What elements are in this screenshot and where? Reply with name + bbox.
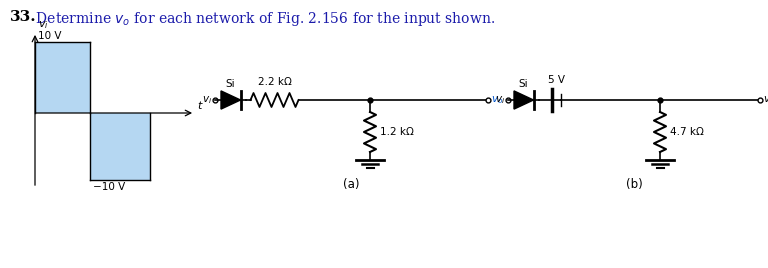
Text: Determine $v_o$ for each network of Fig. 2.156 for the input shown.: Determine $v_o$ for each network of Fig.… <box>27 10 495 28</box>
Text: Si: Si <box>518 79 528 89</box>
Text: −10 V: −10 V <box>93 182 125 192</box>
Text: $v_o$: $v_o$ <box>763 94 768 106</box>
Text: Si: Si <box>225 79 235 89</box>
Text: (a): (a) <box>343 178 359 191</box>
Text: 5 V: 5 V <box>548 75 564 85</box>
Text: 4.7 kΩ: 4.7 kΩ <box>670 127 704 137</box>
Text: $v_i$: $v_i$ <box>38 19 48 31</box>
Polygon shape <box>514 91 534 109</box>
Text: 1.2 kΩ: 1.2 kΩ <box>380 127 414 137</box>
Text: (b): (b) <box>626 178 642 191</box>
Text: $v_i$: $v_i$ <box>202 94 212 106</box>
Text: $t$: $t$ <box>197 99 204 111</box>
Text: 10 V: 10 V <box>38 31 61 41</box>
Text: 33.: 33. <box>10 10 37 24</box>
Polygon shape <box>221 91 240 109</box>
Text: 2.2 kΩ: 2.2 kΩ <box>257 77 291 87</box>
Text: $v_o$: $v_o$ <box>491 94 503 106</box>
Text: $v_i$: $v_i$ <box>495 94 505 106</box>
